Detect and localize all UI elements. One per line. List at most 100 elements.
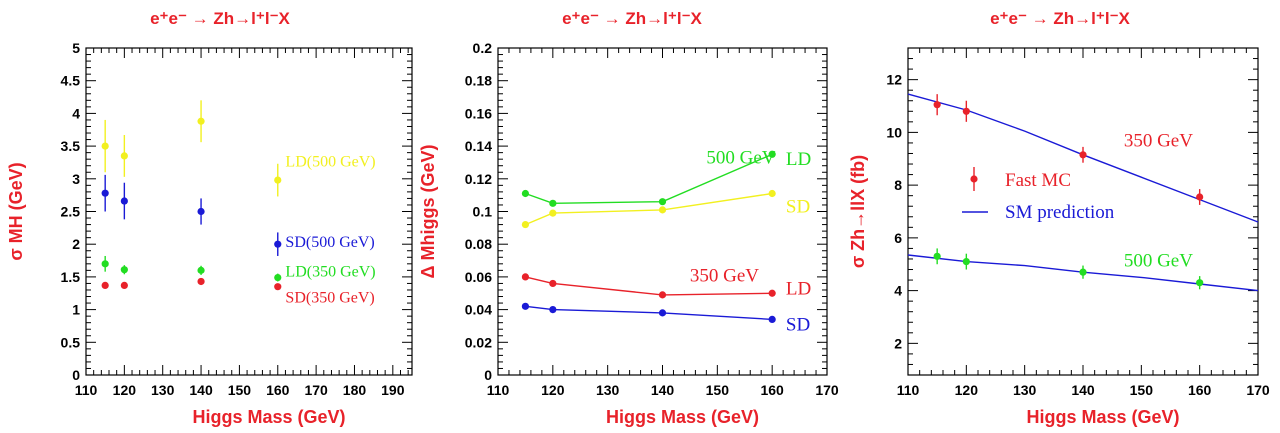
y-tick-label: 0.02 [465,334,492,350]
data-point [522,221,529,228]
y-tick-label: 0.12 [465,171,492,187]
x-tick-label: 120 [955,382,979,398]
data-point [934,253,941,260]
data-point [769,290,776,297]
data-point [522,303,529,310]
data-point [197,208,204,215]
series-annotation: SD(350 GeV) [285,290,374,307]
y-tick-label: 0.1 [473,204,493,220]
x-tick-label: 140 [189,382,213,398]
y-tick-label: 4 [894,283,902,299]
x-tick-label: 140 [651,382,675,398]
x-tick-label: 130 [596,382,620,398]
data-point [274,241,281,248]
y-tick-label: 12 [886,72,902,88]
chart-panel-3: e⁺e⁻ → Zh→l⁺l⁻X 110 120 130 140 150 160 170 2 4 6 8… [848,9,1270,427]
chart-title: e⁺e⁻ → Zh→l⁺l⁻X [562,9,702,28]
series-annotation: 500 GeV [1124,250,1193,271]
x-tick-label: 150 [228,382,252,398]
data-point [274,283,281,290]
y-axis-label: Δ Mhiggs (GeV) [418,145,438,279]
data-point [549,210,556,217]
data-point [121,197,128,204]
y-tick-label: 5 [72,40,80,56]
data-point [274,177,281,184]
x-axis-label: Higgs Mass (GeV) [1026,407,1179,427]
legend-marker-point [970,175,977,182]
y-tick-label: 0 [484,367,492,383]
y-tick-label: 3 [72,171,80,187]
y-tick-label: 0.2 [473,40,493,56]
series-annotation: SD(500 GeV) [285,234,374,251]
x-tick-label: 110 [75,382,98,398]
y-tick-label: 6 [894,230,902,246]
data-point [1196,193,1203,200]
x-tick-label: 160 [266,382,290,398]
x-tick-label: 170 [1246,382,1270,398]
data-point [659,206,666,213]
y-tick-label: 3.5 [61,138,81,154]
series-annotation: LD [786,149,811,170]
data-point [659,309,666,316]
x-tick-label: 160 [1188,382,1212,398]
x-tick-label: 150 [1130,382,1154,398]
data-point [522,273,529,280]
data-point [102,282,109,289]
series-annotation: 500 GeV [706,148,775,169]
data-point [121,282,128,289]
data-point [769,190,776,197]
legend-label: SM prediction [1005,202,1115,223]
y-tick-label: 0.16 [465,105,492,121]
y-tick-label: 4 [72,105,80,121]
data-point [549,306,556,313]
y-axis-label: σ MH (GeV) [6,162,26,260]
x-axis-label: Higgs Mass (GeV) [606,407,759,427]
data-point [549,280,556,287]
y-tick-label: 2 [894,335,902,351]
data-point [769,316,776,323]
x-tick-label: 150 [706,382,730,398]
data-point [963,258,970,265]
data-point [102,190,109,197]
x-tick-label: 120 [113,382,137,398]
data-point [102,260,109,267]
y-tick-label: 4.5 [61,73,81,89]
series-annotation: LD [786,278,811,299]
y-tick-label: 1.5 [61,269,81,285]
x-tick-label: 160 [760,382,784,398]
data-point [1079,151,1086,158]
data-point [659,198,666,205]
chart-panel-2: e⁺e⁻ → Zh→l⁺l⁻X 110 120 130 140 150 160 170 0 0.0… [418,9,839,427]
series-annotation: LD(350 GeV) [285,263,375,280]
data-point [659,291,666,298]
series-annotation: SD [786,197,810,218]
series-line [525,194,772,225]
y-tick-label: 0.14 [465,138,492,154]
x-tick-label: 110 [487,382,510,398]
x-tick-label: 170 [304,382,328,398]
series-annotation: 350 GeV [1124,130,1193,151]
x-tick-label: 130 [1013,382,1037,398]
x-tick-label: 170 [815,382,839,398]
data-point [1196,279,1203,286]
y-tick-label: 1 [72,302,80,318]
data-point [963,108,970,115]
data-point [934,101,941,108]
y-tick-label: 0.08 [465,236,492,252]
chart-title: e⁺e⁻ → Zh→l⁺l⁻X [150,9,290,28]
x-tick-label: 120 [541,382,565,398]
data-point [522,190,529,197]
y-tick-label: 0.04 [465,302,492,318]
y-tick-label: 10 [886,124,902,140]
x-tick-label: 140 [1071,382,1095,398]
data-point [197,118,204,125]
x-tick-label: 190 [381,382,405,398]
y-tick-label: 2 [72,236,80,252]
y-tick-label: 0 [72,367,80,383]
data-point [549,200,556,207]
data-point [102,143,109,150]
chart-title: e⁺e⁻ → Zh→l⁺l⁻X [990,9,1130,28]
series-annotation: SD [786,314,810,335]
x-axis-label: Higgs Mass (GeV) [192,407,345,427]
